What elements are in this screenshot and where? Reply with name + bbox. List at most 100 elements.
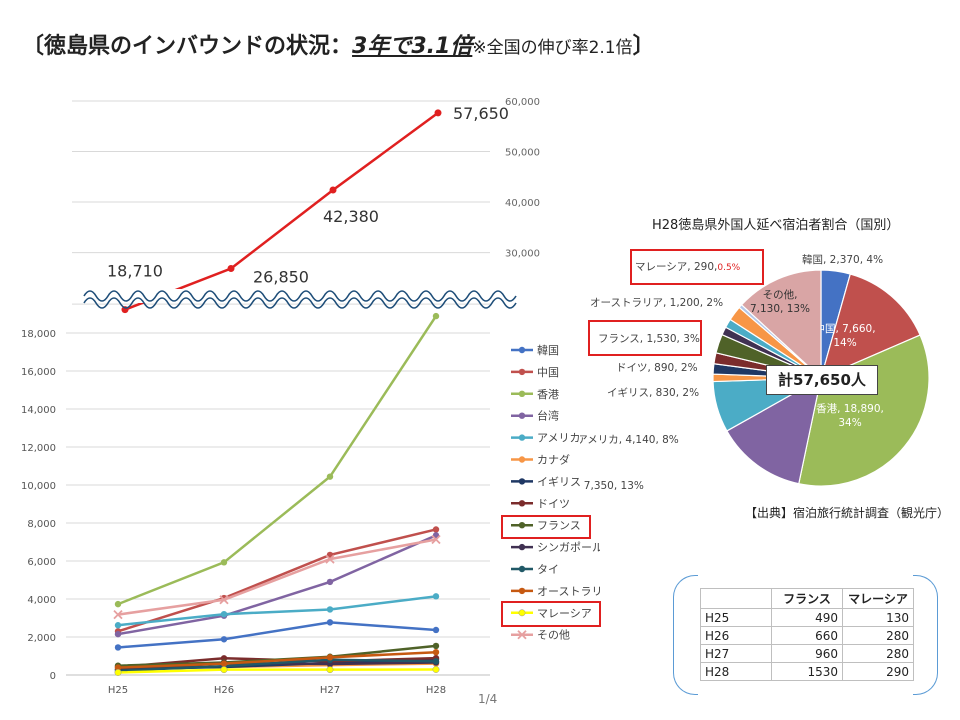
title-main: 徳島県のインバウンドの状況 <box>44 34 331 59</box>
total-line-chart: 30,000 40,000 50,000 60,000 18,710 26,850 42,3… <box>72 97 540 314</box>
line-charts: 30,000 40,000 50,000 60,000 18,710 26,850 42,3… <box>21 97 600 696</box>
data-point <box>431 534 441 545</box>
data-point <box>432 626 440 634</box>
data-point <box>432 526 440 533</box>
pie-data-label: 台湾, 7,350, 13% <box>580 479 644 492</box>
y-tick-label: 30,000 <box>505 249 540 260</box>
y-tick-label: 16,000 <box>21 367 56 378</box>
title-bracket-open: 〔 <box>22 34 45 59</box>
series-line <box>117 538 437 616</box>
pie-chart: 韓国, 2,370, 4% 中国, 7,660, 14% 香港, 18,890, 34%… <box>580 254 930 492</box>
table-header-cell: マレーシア <box>842 588 914 609</box>
total-data-point <box>227 264 235 272</box>
legend-marker <box>518 587 526 595</box>
title-bracket-close: 〕 <box>632 34 655 59</box>
data-point <box>220 636 228 643</box>
data-point <box>325 554 335 564</box>
table-cell: 960 <box>771 644 843 663</box>
data-point <box>326 619 334 626</box>
table-cell: 660 <box>771 626 843 645</box>
break-wave <box>83 290 517 302</box>
pie-slice <box>726 376 822 485</box>
title-note: ※全国の伸び率2.1倍 <box>472 38 633 58</box>
y-tick-label: 10,000 <box>21 481 56 492</box>
legend-marker <box>518 522 526 529</box>
data-point <box>220 666 228 674</box>
series-line <box>117 650 437 669</box>
table-header-cell <box>700 588 772 609</box>
legend-marker <box>518 500 526 507</box>
data-point <box>326 578 334 586</box>
pie-highlight-malaysia <box>630 249 764 285</box>
y-tick-label: 8,000 <box>27 519 56 530</box>
pie-data-label: 14% <box>833 337 856 349</box>
pie-slice <box>740 269 822 380</box>
x-tick-label: H28 <box>426 685 446 696</box>
legend-marker <box>518 565 526 573</box>
table-cell: 280 <box>842 644 914 663</box>
table-cell: 280 <box>842 626 914 645</box>
legend-label: 台湾 <box>537 409 559 423</box>
data-point <box>114 600 122 608</box>
pie-data-label: マレーシア, 290,0.5% <box>635 261 741 273</box>
data-point <box>114 644 122 651</box>
table-cell: H27 <box>700 644 772 663</box>
x-tick-label: H25 <box>108 685 128 696</box>
data-point <box>114 669 122 676</box>
series-line <box>117 621 437 649</box>
title-colon: ： <box>330 34 353 59</box>
series-line <box>117 528 437 633</box>
series-line <box>117 658 437 673</box>
pie-data-label: 韓国, 2,370, 4% <box>802 254 883 266</box>
total-data-point <box>434 109 442 117</box>
series-line <box>117 668 437 674</box>
data-point <box>432 642 440 650</box>
break-mask <box>82 289 500 303</box>
axis-break-symbol <box>82 289 517 309</box>
series-line <box>117 595 437 627</box>
data-point <box>113 609 123 620</box>
table-cell: 290 <box>842 662 914 681</box>
legend-label: カナダ <box>537 453 570 467</box>
pie-title: H28徳島県外国人延べ宿泊者割合（国別） <box>652 218 900 233</box>
country-line-chart: 0 2,000 4,000 6,000 8,000 10,000 12,000 14,000 1… <box>21 312 600 696</box>
legend-marker <box>518 412 526 419</box>
data-point <box>326 606 334 613</box>
title-highlight: 3年で3.1倍 <box>352 34 473 59</box>
table-cell: 490 <box>771 608 843 627</box>
total-data-label: 18,710 <box>107 262 163 281</box>
legend-marker <box>518 434 526 441</box>
pie-total-label: 計57,650人 <box>766 365 878 395</box>
pie-highlight-france <box>588 320 702 356</box>
data-point <box>114 630 122 638</box>
table-cell: H28 <box>700 662 772 681</box>
legend-marker <box>518 368 526 376</box>
legend-marker <box>517 630 527 640</box>
y-tick-label: 60,000 <box>505 97 540 108</box>
y-tick-label: 0 <box>50 671 56 682</box>
pie-data-label: イギリス, 830, 2% <box>607 387 699 399</box>
legend-marker <box>518 478 526 485</box>
table-cell: 130 <box>842 608 914 627</box>
pie-data-label: その他, <box>763 288 798 301</box>
legend-label: シンガポール <box>537 541 600 554</box>
legend-label: ドイツ <box>537 497 570 510</box>
legend-marker <box>518 609 526 617</box>
table-cell: 1530 <box>771 662 843 681</box>
table-row: H25 490 130 <box>700 608 914 627</box>
data-point <box>114 622 122 629</box>
total-data-point <box>329 186 337 194</box>
data-point <box>432 649 440 656</box>
pie-data-label: フランス, 1,530, 3% <box>598 333 700 345</box>
legend-label: マレーシア <box>537 607 592 620</box>
total-data-label: 57,650 <box>453 104 509 123</box>
total-data-label: 26,850 <box>253 267 309 286</box>
table-cell: H25 <box>700 608 772 627</box>
legend-marker <box>518 346 526 354</box>
y-tick-label: 4,000 <box>27 595 56 606</box>
y-tick-label: 18,000 <box>21 329 56 340</box>
data-point <box>326 666 334 674</box>
pie-data-label-pct: 0.5% <box>717 263 740 273</box>
x-tick-label: H26 <box>214 685 234 696</box>
data-point <box>432 312 440 320</box>
